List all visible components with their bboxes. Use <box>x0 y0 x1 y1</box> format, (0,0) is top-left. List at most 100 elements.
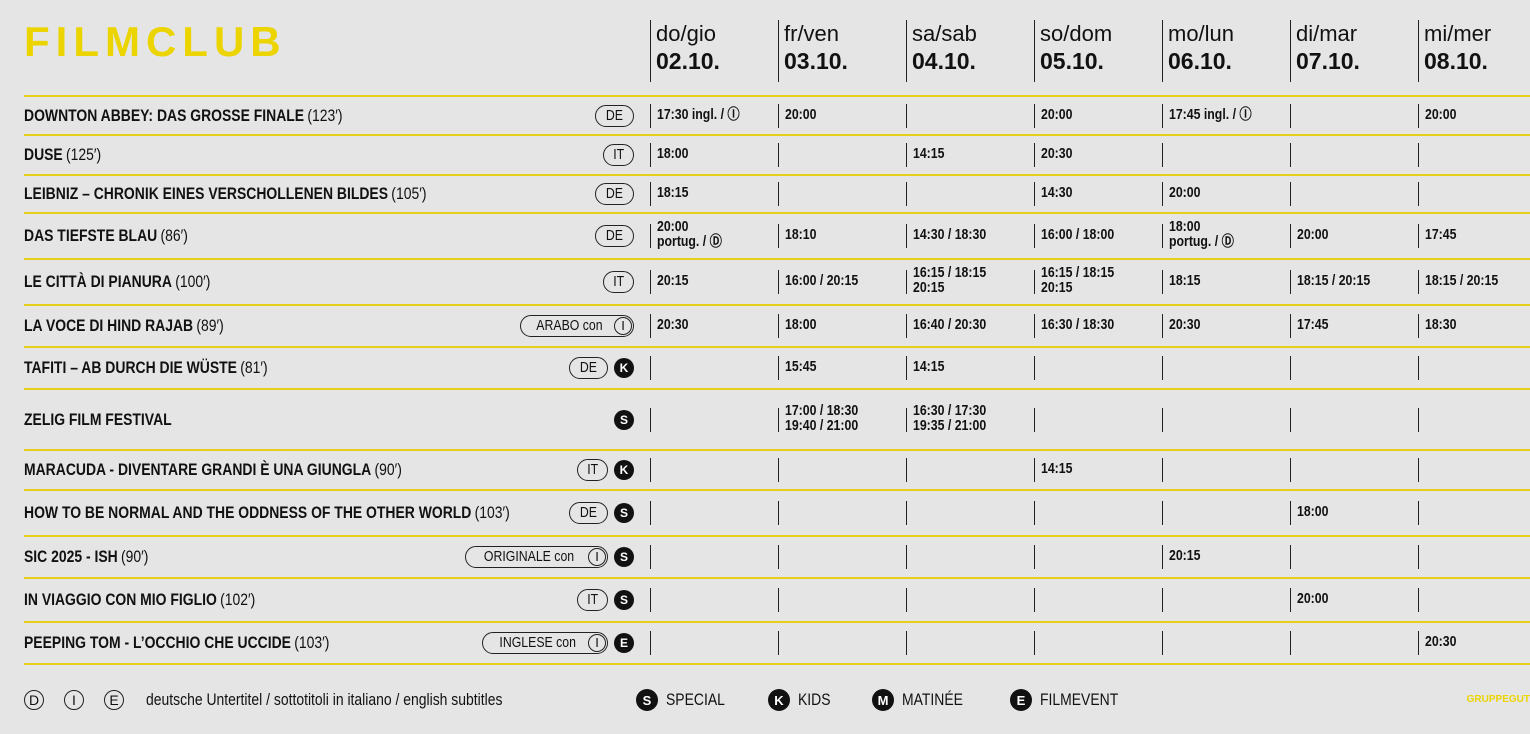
language-pill: DE <box>595 183 634 205</box>
cell-divider <box>650 104 651 128</box>
day-name: fr/ven <box>784 21 840 46</box>
showtime: 14:15 <box>913 358 945 375</box>
cell-divider <box>1418 224 1419 248</box>
film-title: IN VIAGGIO CON MIO FIGLIO (102′) <box>24 590 306 610</box>
cell-divider <box>778 270 779 294</box>
cell-divider <box>650 458 651 482</box>
film-title-wrap: DUSE (125′) <box>24 145 101 165</box>
film-title-wrap: LEIBNIZ – CHRONIK EINES VERSCHOLLENEN BI… <box>24 184 426 204</box>
row-line <box>24 304 1530 306</box>
cell-divider <box>1418 407 1419 432</box>
day-divider <box>650 20 651 82</box>
showtime: 20:00 <box>1041 106 1073 123</box>
showtime: 20:00 <box>1297 590 1329 607</box>
showtime: 17:30 ingl. / Ⓘ <box>657 106 740 123</box>
category-badge: K <box>614 460 634 480</box>
cell-divider <box>1034 545 1035 569</box>
language-pill: ARABO con I <box>520 315 634 337</box>
showtime: 16:30 / 17:30 <box>913 401 987 419</box>
cell-divider <box>650 588 651 612</box>
film-title: LA VOCE DI HIND RAJAB (89′) <box>24 316 268 336</box>
title: FILMCLUB <box>24 18 287 65</box>
row-line <box>24 621 1530 623</box>
cell-divider <box>1034 224 1035 248</box>
cell-divider <box>1162 458 1163 482</box>
film-name: LA VOCE DI HIND RAJAB <box>24 316 194 335</box>
cell-divider <box>650 545 651 569</box>
showtime: 20:30 <box>1041 145 1073 162</box>
day-divider <box>1034 20 1035 82</box>
cell-divider <box>906 407 907 432</box>
film-title-wrap: HOW TO BE NORMAL AND THE ODDNESS OF THE … <box>24 503 510 523</box>
cell-divider <box>1290 104 1291 128</box>
cell-divider <box>1162 501 1163 525</box>
cell-divider <box>650 224 651 248</box>
showtime: 14:15 <box>1041 460 1073 477</box>
film-title-wrap: SIC 2025 - ISH (90′) <box>24 547 148 567</box>
film-duration: (125′) <box>66 145 102 164</box>
cell-divider <box>778 545 779 569</box>
cell-divider <box>650 182 651 206</box>
subtitle-legend: E <box>104 690 124 710</box>
showtime: 20:30 <box>1425 633 1457 650</box>
category-legend-badge: E <box>1010 689 1032 711</box>
film-duration: (90′) <box>121 547 149 566</box>
film-title: DOWNTON ABBEY: DAS GROSSE FINALE (123′) <box>24 106 412 126</box>
cell-divider <box>1418 104 1419 128</box>
day-divider <box>1162 20 1163 82</box>
showtime: 18:00 <box>1297 503 1329 520</box>
language-pill: IT <box>602 271 634 293</box>
cell-divider <box>1034 182 1035 206</box>
category-badge: E <box>614 633 634 653</box>
language-pill: IT <box>576 459 608 481</box>
showtime: 18:30 <box>1425 316 1457 333</box>
cell-divider <box>778 356 779 380</box>
showtime: 16:00 / 18:00 <box>1041 226 1115 243</box>
film-badges: IT <box>602 270 634 294</box>
cell-divider <box>1418 314 1419 338</box>
cell-divider <box>1162 314 1163 338</box>
film-duration: (102′) <box>220 590 256 609</box>
film-title: ZELIG FILM FESTIVAL <box>24 410 204 430</box>
showtime: 18:00 <box>657 145 689 162</box>
film-name: DOWNTON ABBEY: DAS GROSSE FINALE <box>24 106 305 125</box>
film-title-wrap: IN VIAGGIO CON MIO FIGLIO (102′) <box>24 590 255 610</box>
category-badge: K <box>614 358 634 378</box>
day-name: so/dom <box>1040 21 1113 46</box>
subtitle-legend-text: deutsche Untertitel / sottotitoli in ita… <box>146 690 503 709</box>
film-title-wrap: TAFITI – AB DURCH DIE WÜSTE (81′) <box>24 358 268 378</box>
language: IT <box>612 273 624 290</box>
cell-divider <box>1034 104 1035 128</box>
row-line <box>24 449 1530 451</box>
cell-divider <box>1418 270 1419 294</box>
film-badges: DE <box>595 224 634 248</box>
cell-divider <box>1034 314 1035 338</box>
cell-divider <box>906 182 907 206</box>
category-badge: S <box>614 409 634 430</box>
language: DE <box>606 227 624 244</box>
cell-divider <box>1162 631 1163 655</box>
cell-divider <box>1162 588 1163 612</box>
category-legend-label: MATINÉE <box>902 690 963 709</box>
film-duration: (86′) <box>160 226 188 245</box>
row-line <box>24 258 1530 260</box>
film-duration: (123′) <box>307 106 343 125</box>
film-title: TAFITI – AB DURCH DIE WÜSTE (81′) <box>24 358 321 378</box>
film-name: SIC 2025 - ISH <box>24 547 118 566</box>
film-name: TAFITI – AB DURCH DIE WÜSTE <box>24 358 237 377</box>
showtime: 18:15 <box>657 184 689 201</box>
cell-divider <box>906 104 907 128</box>
subtitle-legend: D <box>24 690 44 710</box>
category-badge: S <box>614 590 634 610</box>
film-title-wrap: MARACUDA - DIVENTARE GRANDI È UNA GIUNGL… <box>24 460 402 480</box>
language: IT <box>612 146 624 163</box>
cell-divider <box>906 270 907 294</box>
film-name: LE CITTÀ DI PIANURA <box>24 272 172 291</box>
cell-divider <box>1034 501 1035 525</box>
cell-divider <box>1290 270 1291 294</box>
row-line <box>24 489 1530 491</box>
language-pill: DE <box>595 225 634 247</box>
day-divider <box>778 20 779 82</box>
film-title-wrap: DOWNTON ABBEY: DAS GROSSE FINALE (123′) <box>24 106 343 126</box>
language-pill: ORIGINALE con I <box>464 546 608 568</box>
